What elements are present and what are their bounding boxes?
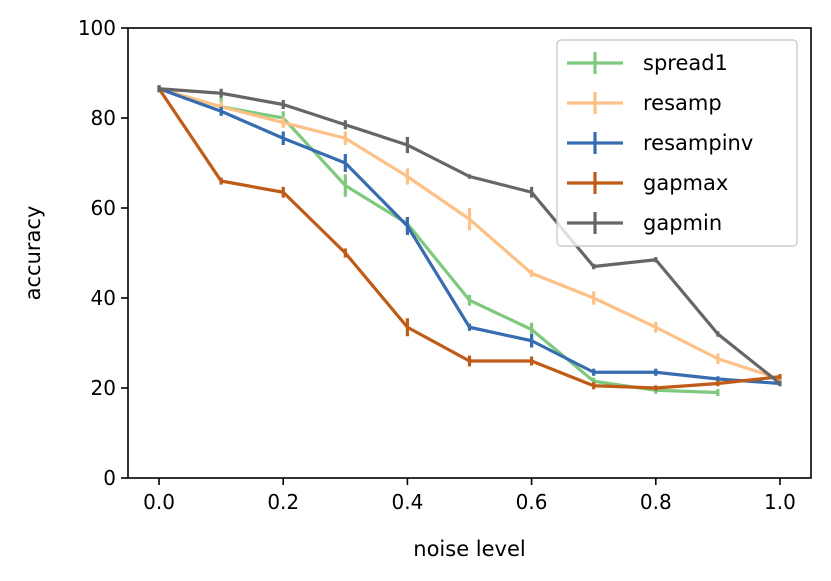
- legend-label: gapmax: [643, 171, 728, 195]
- legend: spread1 resamp resampinv gapmax gapmin: [556, 39, 798, 247]
- series-resampinv: [157, 85, 782, 387]
- legend-item-spread1: spread1: [567, 51, 728, 75]
- legend-label: resamp: [643, 91, 722, 115]
- series-gapmin: [157, 86, 782, 387]
- series-layer: [157, 85, 782, 397]
- x-tick-label: 1.0: [764, 490, 796, 514]
- x-tick-label: 0.4: [392, 490, 424, 514]
- x-axis-ticks: 0.0 0.2 0.4 0.6 0.8 1.0: [143, 478, 796, 514]
- x-tick-label: 0.0: [143, 490, 175, 514]
- x-axis-label: noise level: [413, 537, 525, 561]
- y-axis-ticks: 0 20 40 60 80 100: [78, 16, 128, 490]
- legend-label: gapmin: [643, 211, 722, 235]
- y-tick-label: 20: [91, 376, 116, 400]
- y-tick-label: 80: [91, 106, 116, 130]
- x-tick-label: 0.6: [516, 490, 548, 514]
- y-axis-label: accuracy: [21, 206, 45, 301]
- legend-item-resampinv: resampinv: [567, 131, 753, 155]
- legend-label: resampinv: [643, 131, 753, 155]
- x-tick-label: 0.2: [267, 490, 299, 514]
- plot-frame: [127, 27, 812, 479]
- y-tick-label: 60: [91, 196, 116, 220]
- y-tick-label: 100: [78, 16, 116, 40]
- legend-item-gapmax: gapmax: [567, 171, 728, 195]
- series-gapmax: [157, 86, 782, 391]
- legend-item-gapmin: gapmin: [567, 211, 722, 235]
- legend-item-resamp: resamp: [567, 91, 722, 115]
- series-resamp: [157, 85, 782, 383]
- y-tick-label: 40: [91, 286, 116, 310]
- y-tick-label: 0: [103, 466, 116, 490]
- legend-label: spread1: [643, 51, 728, 75]
- legend-box: [556, 39, 798, 247]
- x-tick-label: 0.8: [640, 490, 672, 514]
